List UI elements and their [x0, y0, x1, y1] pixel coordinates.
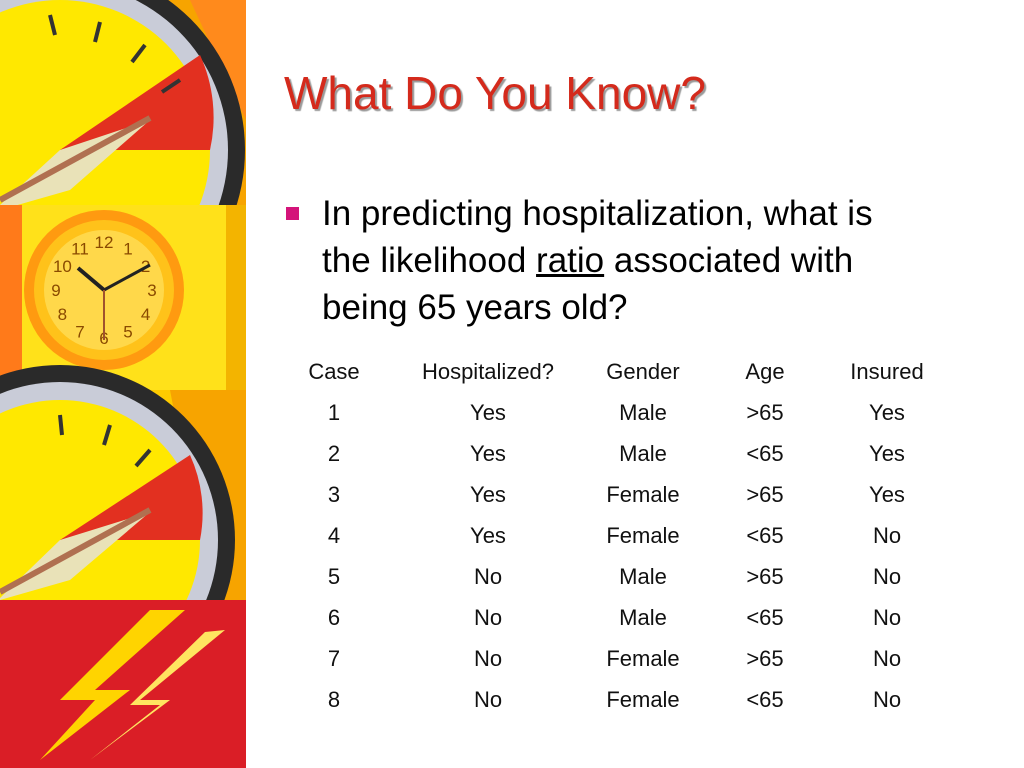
header-insured: Insured — [850, 358, 924, 384]
clock-numeral: 4 — [141, 305, 150, 324]
bullet-text-after: associated with being 65 years old? — [322, 241, 854, 327]
cell-gender: Female — [606, 481, 680, 507]
header-hospitalized: Hospitalized? — [421, 358, 555, 384]
cell-case: 7 — [327, 645, 341, 671]
cell-age: >65 — [746, 399, 784, 425]
clock-numeral: 9 — [51, 281, 60, 300]
bullet-item: In predicting hospitalization, what is t… — [286, 190, 926, 331]
cell-insured: No — [872, 522, 902, 548]
cell-gender: Male — [619, 604, 667, 630]
table-row: 4 Yes Female <65 No — [292, 515, 930, 556]
cell-case: 4 — [327, 522, 341, 548]
cell-insured: No — [872, 645, 902, 671]
cell-case: 5 — [327, 563, 341, 589]
cell-insured: No — [872, 563, 902, 589]
clock-numeral: 1 — [123, 239, 132, 258]
slide-title: What Do You Know? — [284, 67, 706, 119]
clock-numeral: 3 — [147, 281, 156, 300]
cell-hospitalized: Yes — [470, 522, 506, 548]
header-age: Age — [745, 358, 785, 384]
header-case: Case — [308, 358, 360, 384]
cell-gender: Male — [619, 440, 667, 466]
bullet-text: In predicting hospitalization, what is t… — [322, 190, 926, 331]
clock-numeral: 12 — [95, 233, 114, 252]
cell-hospitalized: Yes — [470, 481, 506, 507]
clock-numeral: 10 — [53, 257, 72, 276]
cell-gender: Female — [606, 645, 680, 671]
cell-case: 8 — [327, 686, 341, 712]
cell-case: 2 — [327, 440, 341, 466]
cell-insured: No — [872, 686, 902, 712]
clock-numeral: 11 — [71, 239, 89, 258]
data-table: Case Hospitalized? Gender Age Insured 1 … — [292, 351, 930, 720]
clock-numeral: 7 — [75, 323, 84, 342]
table-row: 3 Yes Female >65 Yes — [292, 474, 930, 515]
clock-numeral: 8 — [58, 305, 67, 324]
cell-age: <65 — [746, 604, 784, 630]
table-row: 7 No Female >65 No — [292, 638, 930, 679]
cell-gender: Male — [619, 563, 667, 589]
cell-hospitalized: Yes — [470, 399, 506, 425]
table-header-row: Case Hospitalized? Gender Age Insured — [292, 351, 930, 392]
cell-insured: Yes — [869, 399, 905, 425]
header-gender: Gender — [606, 358, 680, 384]
cell-age: <65 — [746, 686, 784, 712]
clock-numeral: 5 — [123, 323, 132, 342]
cell-case: 1 — [327, 399, 341, 425]
cell-hospitalized: No — [473, 645, 503, 671]
table-row: 8 No Female <65 No — [292, 679, 930, 720]
table-row: 6 No Male <65 No — [292, 597, 930, 638]
cell-age: >65 — [746, 645, 784, 671]
cell-age: <65 — [746, 522, 784, 548]
cell-insured: No — [872, 604, 902, 630]
cell-age: >65 — [746, 563, 784, 589]
cell-age: <65 — [746, 440, 784, 466]
table-row: 1 Yes Male >65 Yes — [292, 392, 930, 433]
cell-hospitalized: Yes — [470, 440, 506, 466]
lightning-icon — [0, 600, 246, 768]
bullet-text-before: In predicting hospitalization, what is t… — [322, 194, 873, 280]
cell-hospitalized: No — [473, 563, 503, 589]
clock-icon: 121234567891011 — [0, 205, 246, 390]
cell-insured: Yes — [869, 481, 905, 507]
table-row: 2 Yes Male <65 Yes — [292, 433, 930, 474]
cell-hospitalized: No — [473, 686, 503, 712]
cell-gender: Female — [606, 522, 680, 548]
cell-insured: Yes — [869, 440, 905, 466]
bullet-square-icon — [286, 207, 299, 220]
cell-case: 3 — [327, 481, 341, 507]
cell-age: >65 — [746, 481, 784, 507]
cell-gender: Female — [606, 686, 680, 712]
cell-gender: Male — [619, 399, 667, 425]
cell-hospitalized: No — [473, 604, 503, 630]
bullet-emphasis: ratio — [536, 241, 605, 280]
table-row: 5 No Male >65 No — [292, 556, 930, 597]
cell-case: 6 — [327, 604, 341, 630]
decorative-image-strip: 121234567891011 — [0, 0, 246, 768]
